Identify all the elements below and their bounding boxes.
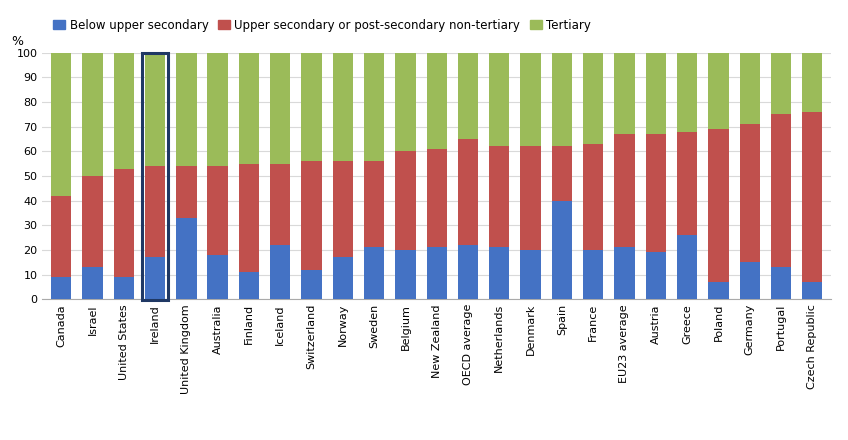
Bar: [364, 161, 384, 247]
Bar: [145, 166, 165, 257]
Bar: [239, 164, 259, 272]
Bar: [364, 247, 384, 299]
Bar: [427, 149, 447, 247]
Bar: [708, 282, 728, 299]
Bar: [51, 196, 71, 277]
Bar: [176, 53, 197, 166]
Bar: [802, 282, 823, 299]
Bar: [739, 124, 760, 262]
Bar: [708, 53, 728, 129]
Bar: [208, 255, 228, 299]
Bar: [114, 277, 134, 299]
Bar: [677, 235, 697, 299]
Bar: [239, 53, 259, 164]
Bar: [489, 147, 510, 247]
Bar: [489, 53, 510, 147]
Bar: [645, 53, 666, 134]
Bar: [802, 112, 823, 282]
Bar: [677, 53, 697, 132]
Bar: [552, 147, 572, 201]
Bar: [552, 201, 572, 299]
Bar: [395, 53, 416, 151]
Bar: [51, 277, 71, 299]
Bar: [145, 257, 165, 299]
Bar: [521, 250, 541, 299]
Bar: [458, 245, 478, 299]
Bar: [395, 250, 416, 299]
Bar: [270, 53, 290, 164]
Bar: [395, 151, 416, 250]
Bar: [583, 53, 604, 144]
Bar: [771, 53, 791, 114]
Bar: [239, 272, 259, 299]
Bar: [521, 53, 541, 147]
Bar: [552, 53, 572, 147]
Bar: [114, 53, 134, 169]
Bar: [176, 166, 197, 218]
Bar: [583, 250, 604, 299]
Bar: [332, 53, 353, 161]
Bar: [677, 132, 697, 235]
Bar: [208, 166, 228, 255]
Bar: [458, 139, 478, 245]
Bar: [176, 218, 197, 299]
Bar: [82, 176, 103, 267]
Bar: [332, 161, 353, 257]
Bar: [739, 53, 760, 124]
Bar: [708, 129, 728, 282]
Bar: [614, 247, 634, 299]
Bar: [427, 247, 447, 299]
Bar: [645, 134, 666, 253]
Bar: [270, 164, 290, 245]
Bar: [364, 53, 384, 161]
Bar: [301, 53, 321, 161]
Bar: [458, 53, 478, 139]
Bar: [583, 144, 604, 250]
Bar: [802, 53, 823, 112]
Bar: [145, 53, 165, 166]
Bar: [771, 114, 791, 267]
Bar: [51, 53, 71, 196]
Bar: [301, 161, 321, 270]
Bar: [489, 247, 510, 299]
Bar: [645, 253, 666, 299]
Bar: [270, 245, 290, 299]
Legend: Below upper secondary, Upper secondary or post-secondary non-tertiary, Tertiary: Below upper secondary, Upper secondary o…: [48, 15, 596, 37]
Bar: [614, 134, 634, 247]
Bar: [142, 53, 169, 301]
Bar: [771, 267, 791, 299]
Bar: [301, 270, 321, 299]
Bar: [427, 53, 447, 149]
Y-axis label: %: %: [11, 35, 23, 48]
Bar: [739, 262, 760, 299]
Bar: [521, 147, 541, 250]
Bar: [82, 53, 103, 176]
Bar: [208, 53, 228, 166]
Bar: [114, 169, 134, 277]
Bar: [614, 53, 634, 134]
Bar: [332, 257, 353, 299]
Bar: [82, 267, 103, 299]
